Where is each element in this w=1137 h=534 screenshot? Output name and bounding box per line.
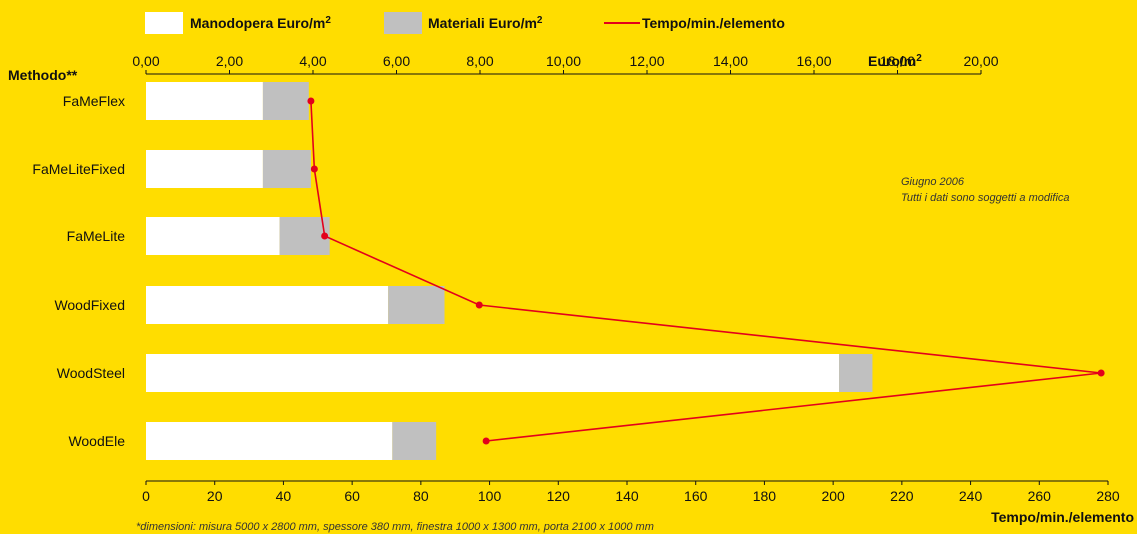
bottom-axis-tick-label: 280 <box>1096 488 1120 504</box>
bars <box>146 82 873 460</box>
tempo-point <box>475 301 483 309</box>
bar-manodopera <box>146 286 389 324</box>
legend-label-manodopera: Manodopera Euro/m2 <box>190 15 331 31</box>
top-axis-tick-label: 18,00 <box>880 53 915 69</box>
bottom-axis-tick-label: 20 <box>207 488 223 504</box>
top-axis-tick-label: 2,00 <box>216 53 243 69</box>
bar-manodopera <box>146 150 263 188</box>
category-label: WoodFixed <box>54 297 125 313</box>
bottom-axis-tick-label: 220 <box>890 488 914 504</box>
bottom-axis-title: Tempo/min./elemento <box>991 509 1134 525</box>
annotation-date: Giugno 2006 <box>901 176 965 188</box>
bar-materiali <box>388 286 445 324</box>
bottom-axis-tick-label: 80 <box>413 488 429 504</box>
category-label: FaMeFlex <box>63 93 125 109</box>
top-axis-tick-label: 14,00 <box>713 53 748 69</box>
top-axis: 0,00 2,00 4,00 6,00 8,00 10,00 12,00 14,00 16,00… <box>132 53 999 75</box>
bottom-axis-tick-label: 160 <box>684 488 708 504</box>
bar-manodopera <box>146 217 280 255</box>
bar-manodopera <box>146 422 393 460</box>
category-labels: FaMeFlex FaMeLiteFixed FaMeLite WoodFixed Wo… <box>32 93 125 449</box>
category-label: WoodEle <box>68 433 125 449</box>
bottom-axis-tick-label: 0 <box>142 488 150 504</box>
top-axis-tick-label: 6,00 <box>383 53 410 69</box>
top-axis-tick-label: 16,00 <box>796 53 831 69</box>
tempo-line <box>310 100 1102 442</box>
bottom-axis-tick-label: 120 <box>547 488 571 504</box>
top-axis-tick-label: 4,00 <box>299 53 326 69</box>
bar-manodopera <box>146 354 840 392</box>
top-axis-tick-label: 8,00 <box>466 53 493 69</box>
bottom-axis-tick-label: 40 <box>276 488 292 504</box>
footnote: *dimensioni: misura 5000 x 2800 mm, spes… <box>136 521 654 533</box>
bottom-axis-tick-label: 260 <box>1028 488 1052 504</box>
bar-materiali <box>392 422 437 460</box>
bar-materiali <box>262 82 309 120</box>
tempo-point <box>1097 369 1105 377</box>
category-label: FaMeLite <box>67 228 126 244</box>
bar-materiali <box>262 150 311 188</box>
tempo-point <box>321 232 329 240</box>
bottom-axis: 0 20 40 60 80 100 120 140 160 180 200 220 240 260 280 <box>142 480 1120 504</box>
time-line <box>307 97 1105 445</box>
bottom-axis-tick-label: 140 <box>615 488 639 504</box>
tempo-point <box>482 437 490 445</box>
tempo-point <box>307 97 315 105</box>
bottom-axis-tick-label: 240 <box>959 488 983 504</box>
legend: Manodopera Euro/m2 Materiali Euro/m2 Tem… <box>145 12 785 34</box>
annotation-disclaimer: Tutti i dati sono soggetti a modifica <box>901 192 1070 204</box>
top-axis-tick-label: 0,00 <box>132 53 159 69</box>
category-label: FaMeLiteFixed <box>32 161 125 177</box>
bar-materiali <box>839 354 873 392</box>
top-axis-tick-label: 10,00 <box>546 53 581 69</box>
legend-swatch-manodopera <box>145 12 183 34</box>
tempo-point <box>310 165 318 173</box>
legend-label-tempo: Tempo/min./elemento <box>642 15 785 31</box>
bottom-axis-tick-label: 60 <box>344 488 360 504</box>
legend-label-materiali: Materiali Euro/m2 <box>428 15 543 31</box>
top-axis-title: Euro/m2 <box>868 53 922 69</box>
bottom-axis-tick-label: 200 <box>821 488 845 504</box>
top-axis-tick-label: 12,00 <box>629 53 664 69</box>
top-axis-tick-label: 20,00 <box>963 53 998 69</box>
legend-swatch-materiali <box>384 12 422 34</box>
bottom-axis-tick-label: 180 <box>753 488 777 504</box>
category-label: WoodSteel <box>57 365 125 381</box>
category-axis-title: Methodo** <box>8 67 78 83</box>
bottom-axis-tick-label: 100 <box>478 488 502 504</box>
bar-manodopera <box>146 82 263 120</box>
